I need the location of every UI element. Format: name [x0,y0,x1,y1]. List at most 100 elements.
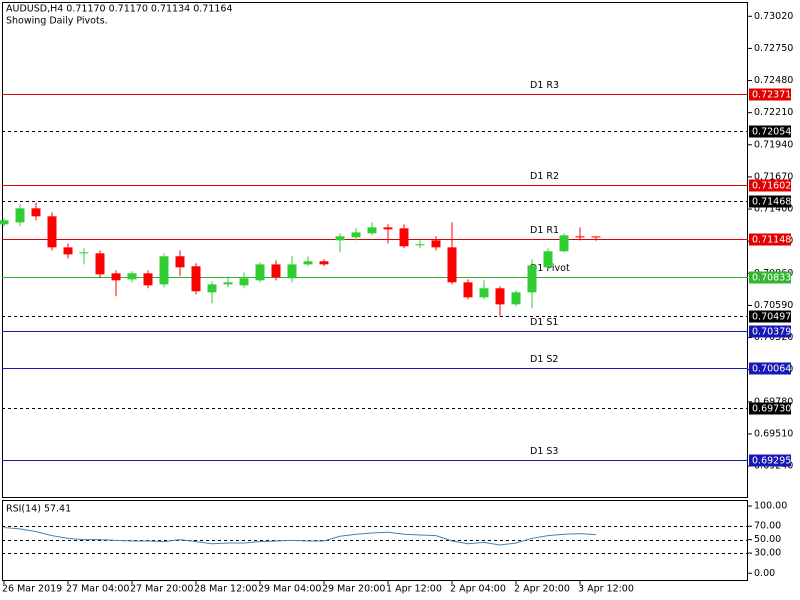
level-price-label: 0.70497 [752,312,791,323]
level-price-box [749,179,791,192]
candle-body [575,236,585,238]
x-tick-label: 27 Mar 20:00 [130,584,193,595]
candle-body [111,273,121,281]
y-tick-label: 0.73020 [754,11,793,22]
candle-body [479,288,489,298]
level-label: D1 S2 [530,354,558,365]
candle-body [159,256,169,285]
level-price-label: 0.69295 [752,456,791,467]
candle-body [175,256,185,268]
y-tick-label: 0.69780 [754,396,793,407]
level-price-label: 0.72371 [752,90,791,101]
chart-title: AUDUSD,H4 0.71170 0.71170 0.71134 0.7116… [6,4,233,15]
x-tick-label: 29 Mar 20:00 [322,584,385,595]
y-tick-label: 0.70590 [754,300,793,311]
x-tick-label: 2 Apr 20:00 [514,584,570,595]
candle-body [559,235,569,252]
candle-body [351,232,361,238]
y-tick-label: 0.71940 [754,139,793,150]
level-label: D1 Pivot [530,263,570,274]
y-tick-label: 0.71670 [754,171,793,182]
level-price-box [749,271,791,284]
candle-body [255,264,265,281]
candle-body [367,227,377,234]
level-price-box [749,195,791,208]
candle-body [0,220,9,225]
level-price-label: 0.71602 [752,181,791,192]
candle-body [591,236,601,238]
candle-body [303,261,313,265]
y-tick-label: 0.72210 [754,107,793,118]
y-tick-label: 70.00 [754,521,781,532]
level-price-box [749,310,791,323]
level-label: D1 S3 [530,446,558,457]
main-panel [2,2,748,498]
level-price-label: 0.71468 [752,197,791,208]
candle-body [223,282,233,285]
rsi-line [3,527,597,546]
y-tick-label: 0.69510 [754,428,793,439]
candle-body [207,284,217,293]
rsi-title: RSI(14) 57.41 [6,504,71,515]
level-price-box [749,125,791,138]
candle-body [399,228,409,247]
level-price-label: 0.69730 [752,404,791,415]
candle-body [431,240,441,248]
candle-body [271,264,281,278]
candle-body [239,278,249,286]
candle-body [415,244,425,246]
candle-body [287,264,297,279]
x-tick-label: 1 Apr 12:00 [386,584,442,595]
candle-body [319,261,329,265]
y-tick-label: 30.00 [754,548,781,559]
y-tick-label: 0.72480 [754,75,793,86]
y-tick-label: 100.00 [754,501,787,512]
y-tick-label: 0.72750 [754,43,793,54]
level-price-box [749,325,791,338]
x-tick-label: 27 Mar 04:00 [66,584,129,595]
candle-body [335,236,345,241]
level-price-label: 0.70064 [752,364,791,375]
candle-body [447,247,457,283]
level-price-box [749,88,791,101]
chart-subtitle: Showing Daily Pivots. [6,16,108,27]
x-tick-label: 28 Mar 12:00 [194,584,257,595]
candle-body [31,208,41,217]
candle-body [191,266,201,292]
candle-body [463,282,473,298]
y-tick-label: 0.71400 [754,204,793,215]
level-price-box [749,402,791,415]
candle-body [543,251,553,268]
level-price-box [749,454,791,467]
y-tick-label: 0.70320 [754,332,793,343]
candle-body [79,252,89,254]
candle-body [15,208,25,223]
candle-body [127,273,137,280]
x-tick-label: 29 Mar 04:00 [258,584,321,595]
candle-body [47,216,57,248]
candle-body [527,265,537,293]
level-label: D1 R3 [530,80,559,91]
x-tick-label: 2 Apr 04:00 [450,584,506,595]
level-label: D1 R2 [530,171,559,182]
candle-body [95,253,105,275]
candle-body [495,288,505,305]
level-price-label: 0.70833 [752,273,791,284]
y-tick-label: 50.00 [754,534,781,545]
candle-body [63,247,73,255]
level-price-box [749,362,791,375]
level-label: D1 S1 [530,317,558,328]
x-tick-label: 3 Apr 12:00 [578,584,634,595]
y-tick-label: 0.00 [754,568,775,579]
candle-body [143,273,153,286]
level-price-label: 0.72054 [752,127,791,138]
level-price-label: 0.70379 [752,327,791,338]
level-price-box [749,233,791,246]
level-label: D1 R1 [530,225,559,236]
level-price-label: 0.71148 [752,235,791,246]
x-tick-label: 26 Mar 2019 [2,584,62,595]
candle-body [383,227,393,230]
candle-body [511,292,521,305]
